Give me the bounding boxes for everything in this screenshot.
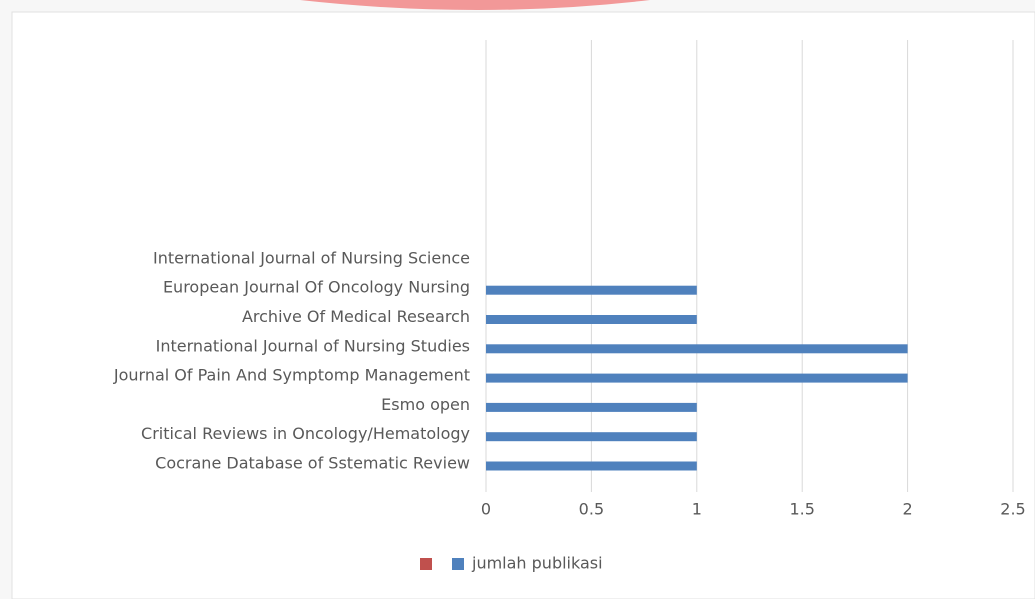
bar — [486, 374, 908, 383]
x-tick-label: 0.5 — [579, 500, 604, 519]
bar — [486, 403, 697, 412]
x-tick-label: 0 — [481, 500, 491, 519]
bar — [486, 432, 697, 441]
bar — [486, 344, 908, 353]
x-tick-label: 2.5 — [1000, 500, 1025, 519]
y-tick-label: European Journal Of Oncology Nursing — [163, 278, 470, 297]
bar — [486, 315, 697, 324]
y-tick-label: Critical Reviews in Oncology/Hematology — [141, 424, 470, 443]
chart: 0 0.5 1 1.5 2 2.5 Cocrane Database of Sstemati… — [0, 0, 1035, 599]
x-tick-label: 1.5 — [789, 500, 814, 519]
y-tick-label: Esmo open — [381, 395, 470, 414]
x-tick-label: 2 — [903, 500, 913, 519]
x-tick-label: 1 — [692, 500, 702, 519]
y-tick-label: Cocrane Database of Sstematic Review — [155, 454, 470, 473]
y-tick-label: Archive Of Medical Research — [242, 307, 470, 326]
y-tick-label: International Journal of Nursing Studies — [156, 336, 470, 355]
legend-swatch — [452, 558, 464, 570]
legend-swatch — [420, 558, 432, 570]
chart-area — [12, 12, 1035, 599]
y-tick-label: Journal Of Pain And Symptomp Management — [113, 366, 470, 385]
bar — [486, 286, 697, 295]
bar — [486, 462, 697, 471]
legend-label: jumlah publikasi — [471, 554, 603, 573]
y-tick-label: International Journal of Nursing Science — [153, 248, 470, 267]
